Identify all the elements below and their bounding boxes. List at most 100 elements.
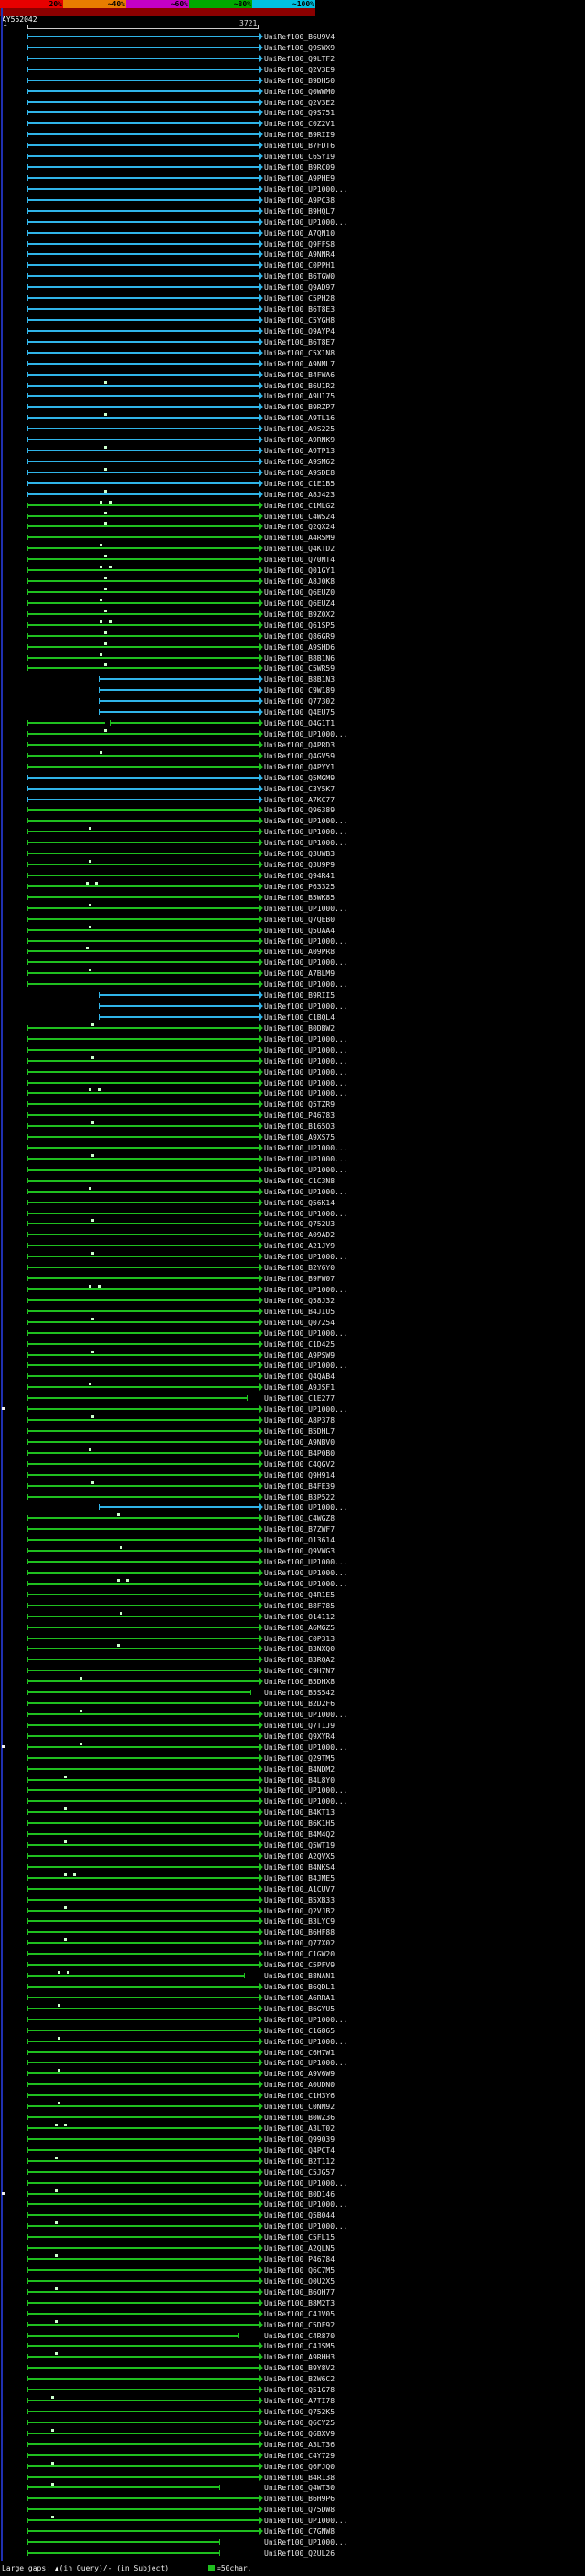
hit-label[interactable]: UniRef100_Q9XYR4 bbox=[264, 1732, 335, 1741]
hit-row[interactable]: UniRef100_Q86GR9 bbox=[0, 631, 585, 641]
hit-label[interactable]: UniRef100_B0DBW2 bbox=[264, 1023, 335, 1033]
hit-row[interactable]: UniRef100_Q6CY25 bbox=[0, 2417, 585, 2428]
hit-row[interactable]: UniRef100_B7ZWF7 bbox=[0, 1523, 585, 1534]
hit-row[interactable]: UniRef100_O13614 bbox=[0, 1534, 585, 1545]
hit-row[interactable]: UniRef100_Q3UWB3 bbox=[0, 848, 585, 859]
hit-row[interactable]: UniRef100_A9SM62 bbox=[0, 456, 585, 467]
hit-row[interactable]: UniRef100_Q29TM5 bbox=[0, 1753, 585, 1764]
hit-label[interactable]: UniRef100_Q6EUZ4 bbox=[264, 599, 335, 608]
hit-label[interactable]: UniRef100_Q4R1E5 bbox=[264, 1590, 335, 1599]
hit-row[interactable]: UniRef100_UP1000... bbox=[0, 826, 585, 837]
hit-row[interactable]: UniRef100_B8NAN1 bbox=[0, 1970, 585, 1981]
hit-row[interactable]: UniRef100_Q01GY1 bbox=[0, 565, 585, 576]
hit-row[interactable]: UniRef100_C1E1B5 bbox=[0, 478, 585, 489]
hit-label[interactable]: UniRef100_UP1000... bbox=[264, 828, 348, 837]
hit-label[interactable]: UniRef100_UP1000... bbox=[264, 1144, 348, 1153]
hit-row[interactable]: UniRef100_O14112 bbox=[0, 1611, 585, 1622]
hit-label[interactable]: UniRef100_B3LYC9 bbox=[264, 1917, 335, 1926]
hit-label[interactable]: UniRef100_A8P378 bbox=[264, 1416, 335, 1426]
hit-label[interactable]: UniRef100_C6SY19 bbox=[264, 153, 335, 162]
hit-row[interactable]: UniRef100_Q9AYP4 bbox=[0, 325, 585, 336]
hit-label[interactable]: UniRef100_C5PH28 bbox=[264, 294, 335, 303]
hit-label[interactable]: UniRef100_C5WR59 bbox=[264, 664, 335, 673]
hit-label[interactable]: UniRef100_Q77X02 bbox=[264, 1939, 335, 1948]
hit-label[interactable]: UniRef100_A2QVX5 bbox=[264, 1851, 335, 1860]
hit-label[interactable]: UniRef100_UP1000... bbox=[264, 959, 348, 968]
hit-label[interactable]: UniRef100_B4JIU5 bbox=[264, 1307, 335, 1316]
hit-row[interactable]: UniRef100_B7FDT6 bbox=[0, 140, 585, 151]
hit-row[interactable]: UniRef100_UP1000... bbox=[0, 2221, 585, 2231]
hit-row[interactable]: UniRef100_Q9S751 bbox=[0, 107, 585, 118]
hit-row[interactable]: UniRef100_UP1000... bbox=[0, 1284, 585, 1295]
hit-row[interactable]: UniRef100_B9RII5 bbox=[0, 990, 585, 1001]
hit-row[interactable]: UniRef100_A9TL16 bbox=[0, 412, 585, 423]
hit-label[interactable]: UniRef100_UP1000... bbox=[264, 730, 348, 738]
hit-row[interactable]: UniRef100_C0Z2V1 bbox=[0, 118, 585, 129]
hit-row[interactable]: UniRef100_C7GNW8 bbox=[0, 2526, 585, 2537]
hit-label[interactable]: UniRef100_Q6FJQ0 bbox=[264, 2462, 335, 2471]
hit-row[interactable]: UniRef100_Q75DW8 bbox=[0, 2504, 585, 2515]
hit-label[interactable]: UniRef100_B5S542 bbox=[264, 1689, 335, 1698]
hit-label[interactable]: UniRef100_B6U9V4 bbox=[264, 33, 335, 41]
hit-row[interactable]: UniRef100_A21JY9 bbox=[0, 1240, 585, 1251]
hit-row[interactable]: UniRef100_C5WR59 bbox=[0, 663, 585, 673]
hit-row[interactable]: UniRef100_C1GW20 bbox=[0, 1948, 585, 1959]
hit-label[interactable]: UniRef100_Q752U3 bbox=[264, 1220, 335, 1229]
hit-row[interactable]: UniRef100_Q5WT19 bbox=[0, 1839, 585, 1850]
hit-label[interactable]: UniRef100_B6TGW0 bbox=[264, 272, 335, 281]
hit-row[interactable]: UniRef100_Q6EUZ0 bbox=[0, 587, 585, 598]
hit-label[interactable]: UniRef100_C4WGZ8 bbox=[264, 1514, 335, 1523]
hit-row[interactable]: UniRef100_UP1000... bbox=[0, 1742, 585, 1753]
hit-label[interactable]: UniRef100_Q77302 bbox=[264, 697, 335, 706]
hit-label[interactable]: UniRef100_UP1000... bbox=[264, 1078, 348, 1087]
hit-row[interactable]: UniRef100_B4P0B0 bbox=[0, 1447, 585, 1458]
hit-row[interactable]: UniRef100_A7QN10 bbox=[0, 228, 585, 239]
hit-label[interactable]: UniRef100_A9NML7 bbox=[264, 359, 335, 368]
hit-row[interactable]: UniRef100_Q4WT30 bbox=[0, 2482, 585, 2493]
hit-label[interactable]: UniRef100_Q56K14 bbox=[264, 1198, 335, 1207]
hit-label[interactable]: UniRef100_UP1000... bbox=[264, 1503, 348, 1512]
hit-row[interactable]: UniRef100_Q61SP5 bbox=[0, 620, 585, 631]
hit-row[interactable]: UniRef100_A2QLN5 bbox=[0, 2242, 585, 2253]
hit-label[interactable]: UniRef100_C0P313 bbox=[264, 1634, 335, 1643]
hit-label[interactable]: UniRef100_A2QLN5 bbox=[264, 2244, 335, 2253]
hit-row[interactable]: UniRef100_B3LYC9 bbox=[0, 1915, 585, 1926]
hit-label[interactable]: UniRef100_UP1000... bbox=[264, 1089, 348, 1098]
hit-row[interactable]: UniRef100_UP1000... bbox=[0, 837, 585, 848]
hit-label[interactable]: UniRef100_Q58J32 bbox=[264, 1296, 335, 1305]
hit-label[interactable]: UniRef100_C1C3N8 bbox=[264, 1176, 335, 1185]
hit-row[interactable]: UniRef100_UP1000... bbox=[0, 2014, 585, 2025]
hit-label[interactable]: UniRef100_UP1000... bbox=[264, 2178, 348, 2188]
hit-label[interactable]: UniRef100_UP1000... bbox=[264, 1710, 348, 1719]
hit-row[interactable]: UniRef100_A9JSF1 bbox=[0, 1382, 585, 1393]
hit-row[interactable]: UniRef100_B4NDM2 bbox=[0, 1764, 585, 1775]
hit-row[interactable]: UniRef100_UP1000... bbox=[0, 1066, 585, 1077]
hit-row[interactable]: UniRef100_UP1000... bbox=[0, 1186, 585, 1197]
hit-label[interactable]: UniRef100_A7TI78 bbox=[264, 2397, 335, 2406]
hit-row[interactable]: UniRef100_B6K1H5 bbox=[0, 1818, 585, 1829]
hit-label[interactable]: UniRef100_B9RC09 bbox=[264, 164, 335, 173]
hit-label[interactable]: UniRef100_A9XS75 bbox=[264, 1133, 335, 1142]
hit-row[interactable]: UniRef100_C4JSM5 bbox=[0, 2340, 585, 2351]
hit-label[interactable]: UniRef100_A0UDN0 bbox=[264, 2081, 335, 2090]
hit-row[interactable]: UniRef100_B9HQL7 bbox=[0, 206, 585, 217]
hit-row[interactable]: UniRef100_C0P313 bbox=[0, 1633, 585, 1644]
hit-row[interactable]: UniRef100_A9NBV0 bbox=[0, 1436, 585, 1447]
hit-row[interactable]: UniRef100_A8J423 bbox=[0, 489, 585, 500]
hit-label[interactable]: UniRef100_Q29TM5 bbox=[264, 1754, 335, 1763]
hit-label[interactable]: UniRef100_B0WZ36 bbox=[264, 2114, 335, 2123]
hit-row[interactable]: UniRef100_A9NNR4 bbox=[0, 249, 585, 260]
hit-label[interactable]: UniRef100_UP1000... bbox=[264, 839, 348, 848]
hit-row[interactable]: UniRef100_Q3U9P9 bbox=[0, 859, 585, 870]
hit-row[interactable]: UniRef100_A7TI78 bbox=[0, 2395, 585, 2406]
hit-row[interactable]: UniRef100_A7KC77 bbox=[0, 794, 585, 805]
hit-label[interactable]: UniRef100_UP1000... bbox=[264, 2222, 348, 2231]
hit-label[interactable]: UniRef100_C0PPH1 bbox=[264, 261, 335, 270]
hit-row[interactable]: UniRef100_C1H3Y6 bbox=[0, 2090, 585, 2101]
hit-label[interactable]: UniRef100_Q6EUZ0 bbox=[264, 588, 335, 598]
hit-label[interactable]: UniRef100_C1E277 bbox=[264, 1394, 335, 1404]
hit-label[interactable]: UniRef100_B4KT13 bbox=[264, 1808, 335, 1818]
hit-label[interactable]: UniRef100_A1CUV7 bbox=[264, 1884, 335, 1893]
hit-row[interactable]: UniRef100_B5DHX8 bbox=[0, 1676, 585, 1687]
hit-label[interactable]: UniRef100_C5DF92 bbox=[264, 2320, 335, 2329]
